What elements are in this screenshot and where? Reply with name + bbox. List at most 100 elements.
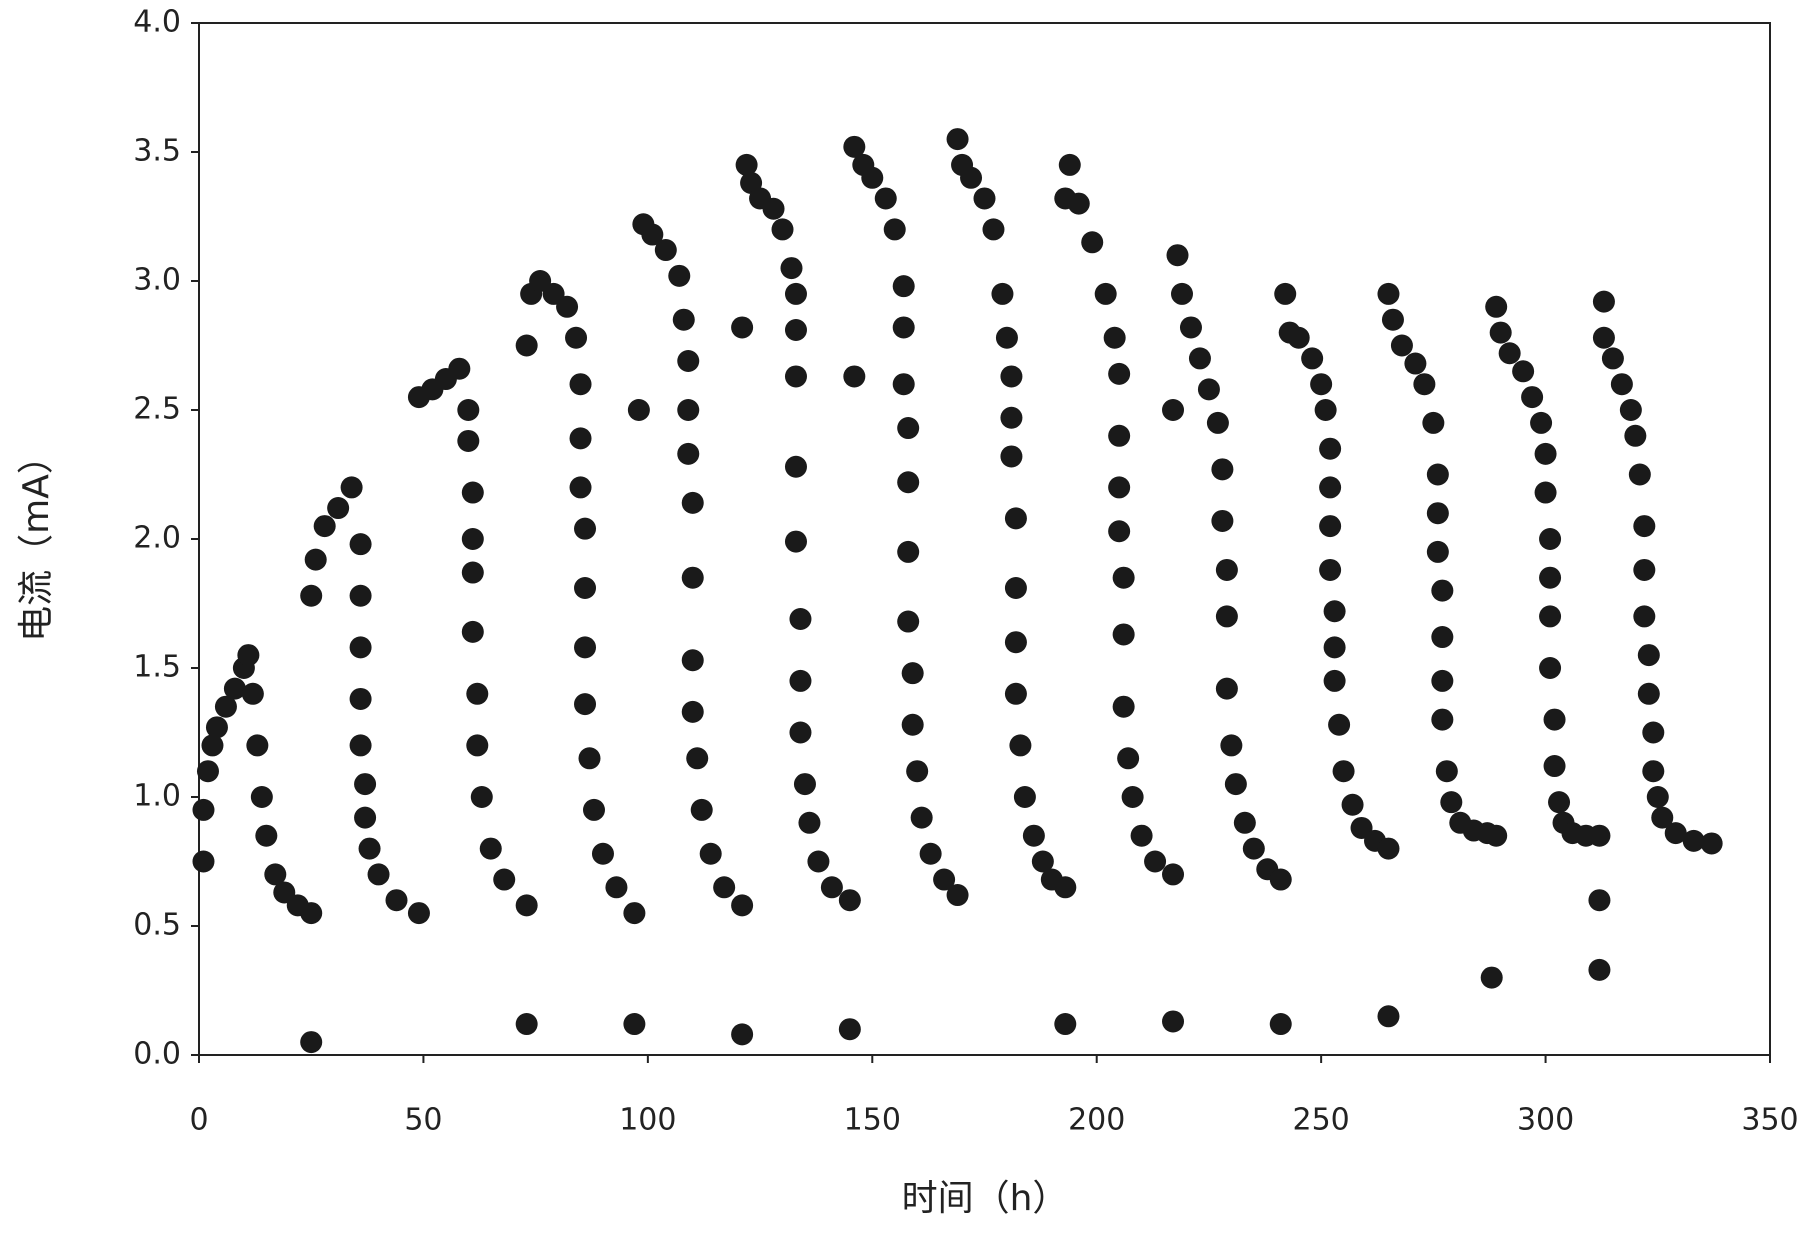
point (591, 842, 614, 865)
point (1224, 773, 1247, 796)
point (327, 497, 350, 520)
point (784, 365, 807, 388)
point (1539, 657, 1562, 679)
point (991, 282, 1014, 305)
point (349, 687, 372, 710)
point (1112, 623, 1135, 646)
point (910, 806, 933, 829)
y-axis-title: 电流（mA） (16, 438, 57, 642)
point (1377, 837, 1400, 860)
point (1179, 316, 1202, 339)
point (578, 747, 601, 770)
point (1004, 577, 1027, 600)
point (192, 798, 215, 821)
point (1404, 352, 1427, 375)
point (1004, 682, 1027, 705)
point (1000, 365, 1023, 388)
point (946, 128, 969, 151)
point (1108, 520, 1131, 543)
point (349, 734, 372, 757)
point (681, 700, 704, 723)
point (1269, 868, 1292, 891)
point (672, 308, 695, 331)
point (1646, 786, 1669, 808)
y-tick-label: 1.0 (133, 779, 181, 814)
point (1539, 528, 1562, 550)
point (1108, 362, 1131, 385)
point (466, 734, 489, 757)
point (1422, 411, 1445, 434)
y-tick-label: 3.0 (133, 263, 181, 298)
point (1341, 793, 1364, 816)
point (677, 349, 700, 372)
point (241, 682, 264, 705)
point (1633, 605, 1656, 628)
point (731, 1023, 754, 1046)
point (1000, 445, 1023, 468)
point (1485, 824, 1508, 847)
point (493, 868, 516, 891)
point (461, 561, 484, 584)
point (933, 868, 956, 891)
point (892, 373, 915, 396)
point (892, 275, 915, 298)
point (919, 842, 942, 865)
point (838, 889, 861, 912)
x-tick-label: 350 (1741, 1103, 1798, 1138)
point (1530, 411, 1553, 434)
point (1642, 760, 1665, 783)
point (1162, 863, 1185, 886)
point (1301, 347, 1324, 370)
point (641, 223, 664, 246)
point (789, 721, 812, 744)
x-axis-title: 时间（h） (902, 1178, 1069, 1219)
point (1130, 824, 1153, 847)
point (1512, 360, 1535, 383)
point (1534, 442, 1557, 465)
point (304, 548, 327, 571)
point (1108, 476, 1131, 499)
point (300, 902, 323, 925)
point (313, 515, 336, 538)
point (201, 734, 224, 757)
point (1390, 334, 1413, 357)
point (843, 365, 866, 388)
point (1431, 579, 1454, 602)
point (1121, 786, 1144, 808)
point (461, 620, 484, 643)
point (623, 902, 646, 925)
point (457, 399, 480, 421)
point (1211, 458, 1234, 481)
point (1377, 282, 1400, 305)
point (901, 713, 924, 736)
point (1480, 966, 1503, 989)
point (349, 584, 372, 607)
point (1094, 282, 1117, 305)
point (995, 326, 1018, 349)
point (196, 760, 219, 783)
point (897, 610, 920, 633)
point (1539, 566, 1562, 589)
point (1633, 558, 1656, 581)
point (784, 282, 807, 305)
point (1000, 406, 1023, 429)
point (1682, 829, 1705, 852)
point (1592, 326, 1615, 349)
point (367, 863, 390, 886)
point (771, 218, 794, 241)
point (1054, 876, 1077, 899)
point (448, 357, 471, 380)
x-tick-label: 250 (1293, 1103, 1350, 1138)
point (470, 786, 493, 808)
point (466, 682, 489, 705)
point (1215, 605, 1238, 628)
point (946, 884, 969, 907)
point (574, 517, 597, 540)
point (960, 166, 983, 189)
point (354, 806, 377, 829)
point (1588, 958, 1611, 981)
y-tick-label: 2.5 (133, 392, 181, 427)
point (699, 842, 722, 865)
point (1188, 347, 1211, 370)
point (681, 649, 704, 672)
